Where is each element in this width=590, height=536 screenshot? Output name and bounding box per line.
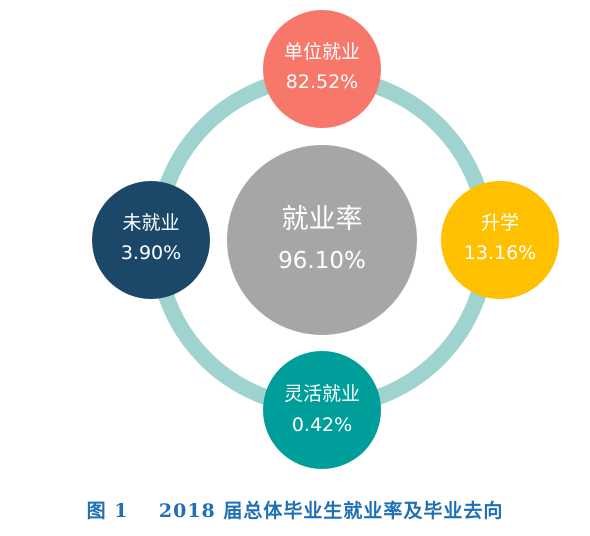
node-flexible-label: 灵活就业 [284, 383, 360, 405]
node-further-study-circle [441, 181, 559, 299]
node-employed: 单位就业 82.52% [263, 10, 381, 128]
node-unemployed-value: 3.90% [121, 242, 181, 264]
node-further-study-label: 升学 [481, 212, 519, 234]
node-unemployed-label: 未就业 [122, 212, 179, 234]
node-further-study-value: 13.16% [464, 242, 536, 264]
figure-caption: 图 1 2018 届总体毕业生就业率及毕业去向 [86, 500, 504, 522]
center-circle [227, 145, 417, 335]
center-value: 96.10% [278, 248, 366, 274]
node-flexible: 灵活就业 0.42% [263, 351, 381, 469]
node-employed-circle [263, 10, 381, 128]
center-label: 就业率 [282, 204, 363, 235]
node-employed-value: 82.52% [286, 71, 358, 93]
node-flexible-value: 0.42% [292, 414, 352, 436]
employment-diagram: 就业率 96.10% 单位就业 82.52% 升学 13.16% 灵活就业 0.… [92, 10, 559, 469]
node-flexible-circle [263, 351, 381, 469]
node-unemployed: 未就业 3.90% [92, 181, 210, 299]
node-employed-label: 单位就业 [284, 41, 360, 63]
node-unemployed-circle [92, 181, 210, 299]
center-node: 就业率 96.10% [227, 145, 417, 335]
node-further-study: 升学 13.16% [441, 181, 559, 299]
